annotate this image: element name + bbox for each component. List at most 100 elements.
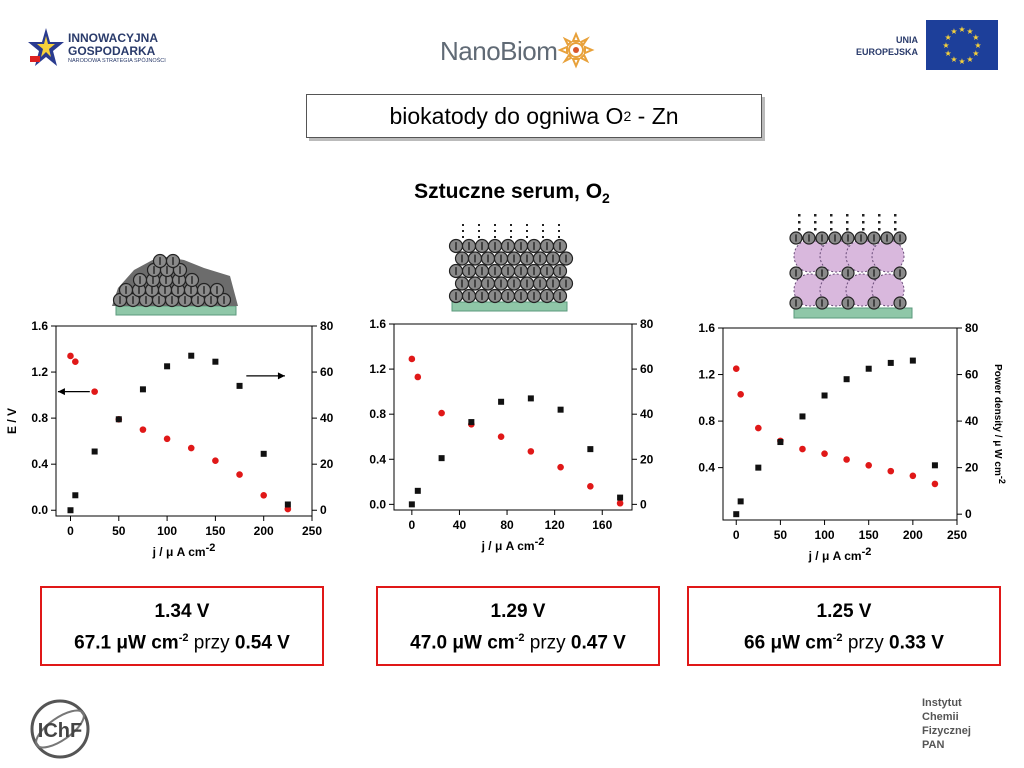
- data-point-potential: [887, 467, 895, 475]
- x-tick-label: 200: [903, 528, 923, 542]
- y-tick-label: 1.6: [698, 321, 715, 335]
- ig-star-icon: [28, 28, 64, 66]
- x-axis-label: j / μ A cm-2: [152, 542, 216, 559]
- data-point-power: [755, 464, 762, 471]
- x-tick-label: 120: [545, 518, 565, 532]
- data-point-power: [188, 352, 195, 359]
- data-point-potential: [843, 456, 850, 463]
- result-przy: przy: [188, 632, 235, 654]
- slide-subtitle: Sztuczne serum, O2: [0, 180, 1024, 206]
- data-point-power: [931, 462, 938, 469]
- data-point-potential: [187, 444, 195, 452]
- y-tick-label: 0.4: [369, 452, 386, 466]
- arrow-left-icon: [57, 388, 65, 396]
- data-point-power: [260, 450, 267, 457]
- data-point-power: [115, 416, 122, 423]
- data-point-power: [438, 455, 445, 462]
- result-voltage: 1.25 V: [816, 601, 872, 622]
- result-power-sup: -2: [514, 632, 525, 644]
- plot-frame: [722, 327, 958, 521]
- eu-star-icon: ★: [945, 33, 952, 42]
- data-point-potential: [527, 448, 535, 455]
- y2-tick-label: 60: [965, 368, 979, 382]
- x-tick-label: 40: [453, 518, 467, 532]
- y-tick-label: 1.2: [698, 368, 715, 382]
- data-point-potential: [438, 409, 445, 417]
- inst-line: Instytut: [922, 697, 962, 709]
- result-przy: przy: [524, 632, 571, 654]
- electrode-illustration-1: [112, 253, 238, 316]
- data-point-power: [777, 439, 784, 446]
- y2-tick-label: 80: [965, 321, 979, 335]
- eu-line1: UNIA: [896, 35, 918, 45]
- nanobiom-logo: NanoBiom: [440, 30, 600, 70]
- x-tick-label: 250: [302, 524, 322, 538]
- enzyme-icon: [871, 239, 905, 273]
- data-point-power: [72, 492, 79, 499]
- electrode-illustration-3: [789, 214, 913, 319]
- nano-text: Nano: [440, 36, 501, 66]
- data-point-power: [91, 448, 98, 455]
- eu-star-icon: ★: [972, 49, 979, 58]
- data-point-power: [587, 446, 594, 453]
- institute-name: Instytut Chemii Fizycznej PAN: [922, 696, 971, 752]
- data-point-potential: [799, 445, 806, 453]
- inst-line: Fizycznej: [922, 725, 971, 737]
- eu-star-icon: ★: [945, 49, 952, 58]
- data-point-potential: [755, 424, 762, 432]
- chart-3: 0 50 100 150 200 250 0.4 0.8 1.2 1.6 0 20 40 60 80 j / …: [698, 321, 1007, 563]
- x-tick-label: 50: [774, 528, 788, 542]
- y-axis-label: E / V: [5, 408, 19, 434]
- x-axis-label: j / μ A cm-2: [808, 546, 872, 563]
- data-point-power: [799, 413, 806, 420]
- data-point-potential: [212, 457, 219, 465]
- y-tick-label: 1.6: [369, 317, 386, 331]
- data-point-potential: [67, 352, 74, 360]
- ichf-logo-text: IChF: [38, 720, 82, 742]
- eu-star-icon: ★: [950, 27, 957, 36]
- subtitle-text: Sztuczne serum, O: [414, 180, 603, 203]
- x-tick-label: 200: [254, 524, 274, 538]
- result-przy: przy: [842, 632, 889, 654]
- y-tick-label: 0.8: [31, 411, 48, 425]
- innowacyjna-gospodarka-logo: INNOWACYJNA GOSPODARKA NARODOWA STRATEGI…: [28, 22, 198, 78]
- ichf-logo: IChF: [28, 697, 92, 761]
- y-tick-label: 1.2: [31, 365, 48, 379]
- data-point-power: [414, 487, 421, 494]
- title-tail: - Zn: [631, 102, 679, 129]
- data-point-potential: [909, 472, 917, 480]
- data-point-power: [67, 507, 74, 514]
- inst-line: Chemii: [922, 711, 959, 723]
- y-tick-label: 0.0: [31, 503, 48, 517]
- result-power-sup: -2: [832, 632, 843, 644]
- x-tick-label: 80: [500, 518, 514, 532]
- data-point-potential: [732, 365, 740, 373]
- data-point-potential: [163, 435, 171, 443]
- x-tick-label: 0: [67, 524, 74, 538]
- nanobiom-sun-icon: [557, 31, 595, 69]
- data-point-power: [733, 511, 740, 518]
- data-point-potential: [557, 463, 564, 471]
- data-point-potential: [616, 499, 624, 507]
- eu-star-icon: ★: [974, 41, 981, 50]
- y2-tick-label: 0: [965, 507, 972, 521]
- y2-tick-label: 0: [320, 503, 327, 517]
- electrode-illustration-2: [448, 224, 574, 312]
- result-power-sup: -2: [178, 632, 189, 644]
- y-tick-label: 1.6: [31, 319, 48, 333]
- data-point-potential: [408, 355, 416, 363]
- data-point-potential: [865, 462, 872, 469]
- data-point-power: [498, 398, 505, 405]
- chart-1: 0 50 100 150 200 250 0.0 0.4 0.8 1.2 1.6 0 20 40 60 80 j…: [5, 319, 334, 559]
- data-point-potential: [91, 388, 98, 395]
- result-box-1: 1.34 V 67.1 μW cm-2 przy 0.54 V: [40, 586, 324, 666]
- data-point-power: [887, 359, 894, 366]
- data-point-power: [865, 365, 872, 372]
- unia-europejska-logo: UNIA EUROPEJSKA ★ ★ ★ ★ ★ ★ ★ ★ ★ ★ ★ ★: [856, 20, 1010, 76]
- result-potential: 0.47 V: [570, 632, 626, 654]
- data-point-power: [468, 419, 475, 426]
- eu-flag-icon: ★ ★ ★ ★ ★ ★ ★ ★ ★ ★ ★ ★: [926, 20, 998, 70]
- inst-line: PAN: [922, 739, 945, 751]
- data-point-power: [284, 501, 291, 508]
- y2-tick-label: 40: [320, 411, 334, 425]
